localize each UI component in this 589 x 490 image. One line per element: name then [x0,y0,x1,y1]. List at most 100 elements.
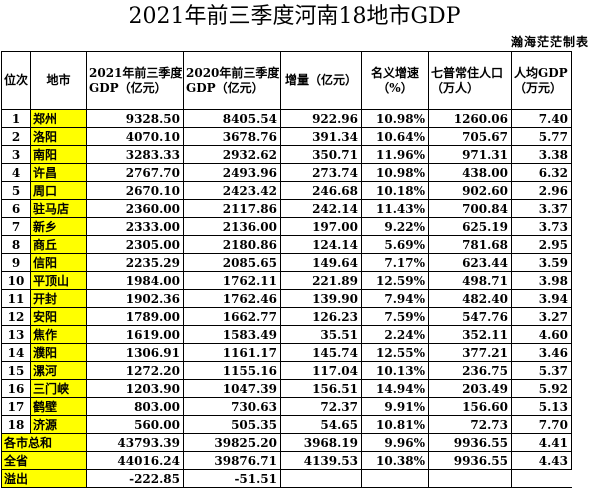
rank-cell: 5 [1,181,31,200]
pc-cell: 6.32 [511,163,572,182]
table-row: 6 驻马店 2360.00 2117.86 242.14 11.43% 700.84 3.37 [1,199,572,218]
rank-cell: 14 [1,343,31,362]
growth-cell: 10.18% [361,181,429,200]
pop-cell: 482.40 [428,289,512,308]
gdp2020-cell: 1583.49 [183,325,281,344]
summary-label-cell: 全省 [1,451,87,470]
incr-cell: 126.23 [280,307,362,326]
gdp2021-cell: 2333.00 [86,217,184,236]
growth-cell: 2.24% [361,325,429,344]
column-header: 地市 [30,51,87,110]
pc-cell: 3.27 [511,307,572,326]
incr-cell: 221.89 [280,271,362,290]
growth-cell: 7.17% [361,253,429,272]
growth-cell: 10.38% [361,451,429,470]
pop-cell: 1260.06 [428,109,512,128]
city-cell: 漯河 [30,361,87,380]
incr-cell: 4139.53 [280,451,362,470]
incr-cell: 156.51 [280,379,362,398]
growth-cell: 10.64% [361,127,429,146]
incr-cell: 242.14 [280,199,362,218]
pop-cell: 705.67 [428,127,512,146]
incr-cell [280,469,362,488]
gdp2021-cell: 2235.29 [86,253,184,272]
rank-cell: 3 [1,145,31,164]
gdp2020-cell: 1662.77 [183,307,281,326]
city-cell: 南阳 [30,145,87,164]
rank-cell: 11 [1,289,31,308]
pop-cell: 236.75 [428,361,512,380]
gdp2021-cell: 1619.00 [86,325,184,344]
pc-cell: 3.46 [511,343,572,362]
pc-cell: 3.37 [511,199,572,218]
gdp2021-cell: 2670.10 [86,181,184,200]
city-cell: 鹤壁 [30,397,87,416]
table-row: 1 郑州 9328.50 8405.54 922.96 10.98% 1260.06 7.40 [1,109,572,128]
growth-cell [361,469,429,488]
table-row: 16 三门峡 1203.90 1047.39 156.51 14.94% 203.49 5.9… [1,379,572,398]
pc-cell: 7.40 [511,109,572,128]
rank-cell: 6 [1,199,31,218]
pop-cell: 9936.55 [428,451,512,470]
city-cell: 商丘 [30,235,87,254]
incr-cell: 72.37 [280,397,362,416]
pc-cell: 5.92 [511,379,572,398]
gdp-table: 位次 地市 2021年前三季度GDP（亿元） 2020年前三季度GDP（亿元） … [1,51,572,488]
incr-cell: 145.74 [280,343,362,362]
table-row: 13 焦作 1619.00 1583.49 35.51 2.24% 352.11 4.60 [1,325,572,344]
pop-cell: 203.49 [428,379,512,398]
city-cell: 开封 [30,289,87,308]
pop-cell: 352.11 [428,325,512,344]
gdp2021-cell: 1984.00 [86,271,184,290]
gdp2021-cell: 9328.50 [86,109,184,128]
table-row: 7 新乡 2333.00 2136.00 197.00 9.22% 625.19 3.73 [1,217,572,236]
growth-cell: 14.94% [361,379,429,398]
gdp2021-cell: 560.00 [86,415,184,434]
pc-cell: 2.95 [511,235,572,254]
pc-cell: 5.13 [511,397,572,416]
column-header: 名义增速（%） [361,51,429,110]
pop-cell: 377.21 [428,343,512,362]
gdp2021-cell: 2360.00 [86,199,184,218]
page-title: 2021年前三季度河南18地市GDP [128,4,461,29]
pop-cell: 623.44 [428,253,512,272]
rank-cell: 18 [1,415,31,434]
rank-cell: 15 [1,361,31,380]
gdp2021-cell: 2767.70 [86,163,184,182]
header-row: 位次 地市 2021年前三季度GDP（亿元） 2020年前三季度GDP（亿元） … [1,51,572,110]
rank-cell: 9 [1,253,31,272]
gdp2020-cell: 505.35 [183,415,281,434]
gdp2020-cell: 2085.65 [183,253,281,272]
column-header: 人均GDP（万元） [511,51,572,110]
column-header: 七普常住人口（万人） [428,51,512,110]
rank-cell: 16 [1,379,31,398]
incr-cell: 350.71 [280,145,362,164]
table-row: 9 信阳 2235.29 2085.65 149.64 7.17% 623.44 3.59 [1,253,572,272]
rank-cell: 10 [1,271,31,290]
pop-cell [428,469,512,488]
gdp2020-cell: 2136.00 [183,217,281,236]
table-row: 3 南阳 3283.33 2932.62 350.71 11.96% 971.31 3.38 [1,145,572,164]
growth-cell: 7.94% [361,289,429,308]
city-cell: 安阳 [30,307,87,326]
rank-cell: 7 [1,217,31,236]
column-header: 2020年前三季度GDP（亿元） [183,51,281,110]
pc-cell: 3.59 [511,253,572,272]
gdp2021-cell: 1203.90 [86,379,184,398]
incr-cell: 139.90 [280,289,362,308]
summary-row: 各市总和 43793.39 39825.20 3968.19 9.96% 9936.55 4… [1,433,572,452]
growth-cell: 11.43% [361,199,429,218]
incr-cell: 246.68 [280,181,362,200]
gdp2020-cell: 39876.71 [183,451,281,470]
pc-cell: 3.98 [511,271,572,290]
gdp2021-cell: 1272.20 [86,361,184,380]
growth-cell: 9.22% [361,217,429,236]
gdp2020-cell: 730.63 [183,397,281,416]
pc-cell: 4.41 [511,433,572,452]
pop-cell: 700.84 [428,199,512,218]
table-row: 10 平顶山 1984.00 1762.11 221.89 12.59% 498.71 3.9… [1,271,572,290]
gdp2020-cell: 3678.76 [183,127,281,146]
pop-cell: 156.60 [428,397,512,416]
growth-cell: 10.13% [361,361,429,380]
city-cell: 郑州 [30,109,87,128]
